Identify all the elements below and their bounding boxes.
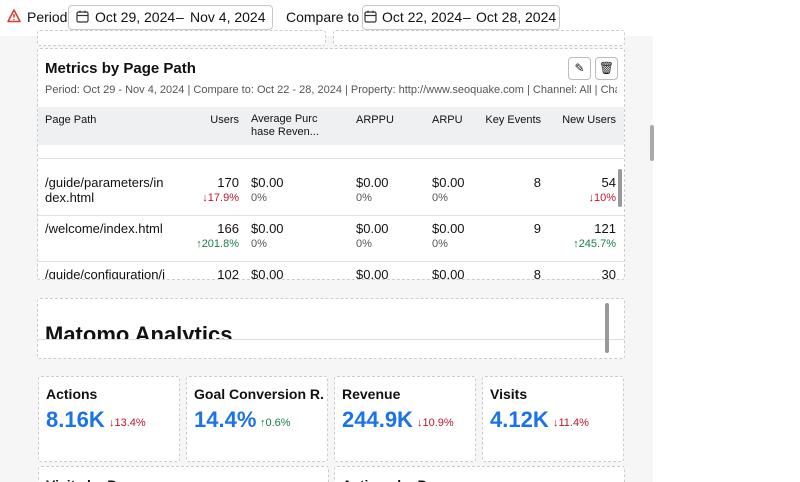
cell-change: 0%	[356, 192, 372, 204]
cell-value: $0.00	[432, 267, 465, 279]
table-body: ml ↑10.5% 0% 0% 0% ↑226.3% /guide/parameters/i…	[38, 146, 624, 279]
date-text: Oct 28, 2024	[476, 9, 557, 25]
edit-button[interactable]: ✎	[568, 57, 591, 80]
metrics-card: Metrics by Page Path Period: Oct 29 - Nov…	[37, 48, 625, 280]
row-divider	[38, 261, 624, 262]
cell-value: 30	[601, 267, 616, 279]
cell-value: /guide/configuration/i	[45, 267, 165, 279]
kpi-card: Actions 8.16K ↓13.4%	[38, 376, 180, 462]
cell-change: 0%	[356, 146, 416, 148]
cell-value: /welcome/index.html	[45, 221, 163, 236]
kpi-card: Visits 4.12K ↓11.4%	[482, 376, 624, 462]
cell-value: 166	[217, 221, 239, 236]
chart-card: Visits by Day	[38, 466, 329, 482]
column-header: Users	[210, 114, 239, 126]
cell-value: dex.html	[45, 190, 95, 205]
date-text: Oct 29, 2024	[95, 9, 176, 25]
card-title: Matomo Analytics	[45, 322, 233, 339]
table-header	[38, 107, 624, 145]
cell-value: 8	[533, 267, 541, 279]
period-label: Period	[27, 9, 68, 25]
cell-value: ml	[45, 146, 59, 149]
cell-value: 54	[601, 175, 616, 190]
cell-value: $0.00	[432, 221, 465, 236]
cell-value: $0.00	[356, 221, 389, 236]
card	[37, 30, 326, 46]
row-divider	[38, 158, 624, 159]
date-sep: –	[463, 9, 471, 25]
column-header: New Users	[562, 114, 616, 126]
cell-value: $0.00	[251, 267, 284, 279]
calendar-icon	[364, 10, 377, 23]
row-divider	[38, 215, 624, 216]
cell-value: /guide/parameters/in	[45, 175, 164, 190]
scrollbar[interactable]	[650, 125, 654, 161]
cell-change: ↓10%	[588, 192, 616, 204]
warning-icon	[7, 9, 21, 23]
column-header: ARPU	[432, 114, 463, 126]
date-sep: –	[176, 9, 184, 25]
cell-change: ↑226.3%	[556, 146, 616, 148]
cell-change: 0%	[251, 238, 267, 250]
compare-picker[interactable]	[362, 5, 560, 30]
column-header: Page Path	[45, 114, 97, 126]
chart-card: Actions by Day	[334, 466, 625, 482]
matomo-card: Matomo Analytics	[37, 298, 625, 359]
kpi-card: Goal Conversion R... 14.4% ↑0.6%	[186, 376, 328, 462]
kpi-title: Goal Conversion R...	[194, 386, 324, 402]
cell-change: ↑245.7%	[573, 238, 616, 250]
card	[333, 30, 625, 46]
card-title: Visits by Day	[46, 477, 133, 482]
cell-change: 0%	[356, 238, 372, 250]
kpi-title: Actions	[46, 386, 98, 402]
divider	[38, 339, 624, 340]
column-header: ARPPU	[356, 114, 394, 126]
cell-value: $0.00	[356, 175, 389, 190]
cell-change: ↑10.5%	[184, 146, 239, 148]
cell-change: 0%	[251, 146, 321, 148]
compare-label: Compare to	[286, 9, 360, 25]
cell-change: 0%	[432, 238, 448, 250]
kpi-title: Revenue	[342, 386, 401, 402]
date-text: Oct 22, 2024	[382, 9, 463, 25]
kpi-change: ↓13.4%	[109, 417, 146, 429]
kpi-value: 244.9K	[342, 407, 413, 432]
card-title: Metrics by Page Path	[45, 60, 196, 77]
cell-change: ↑201.8%	[196, 238, 239, 250]
cell-change: ↓17.9%	[202, 192, 239, 204]
cell-change: 0%	[251, 192, 267, 204]
card-title: Actions by Day	[342, 477, 443, 482]
inner-scrollbar[interactable]	[618, 169, 622, 207]
cell-value: 102	[217, 267, 239, 279]
cell-value: $0.00	[432, 175, 465, 190]
cell-change: 0%	[432, 146, 492, 148]
period-picker[interactable]	[68, 5, 273, 30]
cell-value: $0.00	[251, 175, 284, 190]
cell-value: 9	[533, 221, 541, 236]
cell-value: $0.00	[251, 221, 284, 236]
kpi-value: 14.4%	[194, 407, 257, 432]
cell-value: $0.00	[356, 267, 389, 279]
cell-value: 121	[594, 221, 616, 236]
date-text: Nov 4, 2024	[190, 9, 266, 25]
column-header: Average Purchase Reven...	[251, 113, 319, 138]
kpi-title: Visits	[490, 386, 528, 402]
title-clip: Matomo Analytics	[38, 299, 624, 339]
cell-value: 8	[533, 175, 541, 190]
kpi-card: Revenue 244.9K ↓10.9%	[334, 376, 476, 462]
cell-value: 170	[217, 175, 239, 190]
kpi-change: ↓10.9%	[417, 417, 454, 429]
column-header: Key Events	[485, 114, 541, 126]
kpi-value: 4.12K	[490, 407, 549, 432]
inner-scrollbar[interactable]	[605, 303, 609, 353]
kpi-change: ↑0.6%	[260, 417, 291, 429]
kpi-value: 8.16K	[46, 407, 105, 432]
calendar-icon	[76, 10, 89, 23]
kpi-change: ↓11.4%	[553, 417, 589, 429]
delete-button[interactable]: 🗑	[595, 57, 618, 80]
cell-change: 0%	[432, 192, 448, 204]
card-subtitle: Period: Oct 29 - Nov 4, 2024 | Compare t…	[45, 84, 617, 96]
